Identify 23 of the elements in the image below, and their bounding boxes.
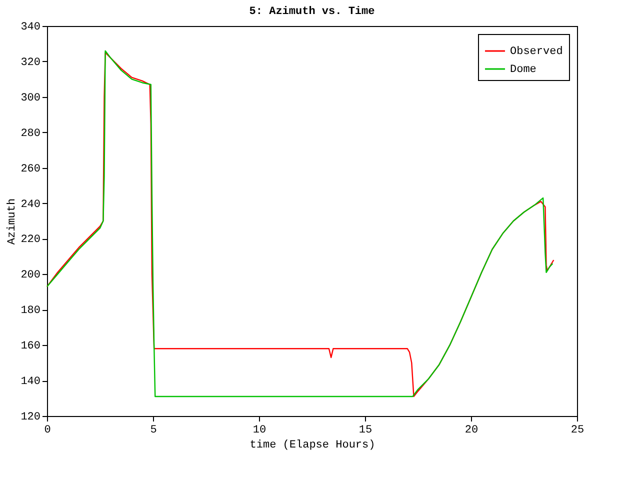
- x-tick-label: 5: [150, 424, 157, 436]
- y-tick-label: 280: [20, 128, 40, 140]
- x-tick-label: 20: [464, 424, 478, 436]
- legend-label: Observed: [510, 46, 563, 58]
- x-tick-label: 10: [252, 424, 266, 436]
- y-tick-label: 300: [20, 92, 40, 104]
- x-tick-label: 25: [570, 424, 584, 436]
- y-tick-label: 260: [20, 163, 40, 176]
- y-tick-label: 240: [20, 198, 40, 211]
- y-axis-title: Azimuth: [6, 198, 19, 245]
- x-axis-title: time (Elapse Hours): [250, 440, 376, 452]
- x-tick-label: 0: [44, 424, 51, 436]
- y-tick-label: 120: [20, 412, 40, 424]
- y-tick-label: 220: [20, 234, 40, 246]
- y-tick-label: 160: [20, 340, 40, 353]
- y-tick-label: 200: [20, 270, 40, 282]
- y-tick-label: 140: [20, 376, 40, 388]
- legend-label: Dome: [510, 64, 536, 76]
- x-tick-label: 15: [358, 424, 372, 436]
- chart-title: 5: Azimuth vs. Time: [249, 6, 376, 18]
- y-tick-label: 340: [20, 22, 40, 34]
- y-tick-label: 180: [20, 305, 40, 318]
- y-tick-label: 320: [20, 56, 40, 69]
